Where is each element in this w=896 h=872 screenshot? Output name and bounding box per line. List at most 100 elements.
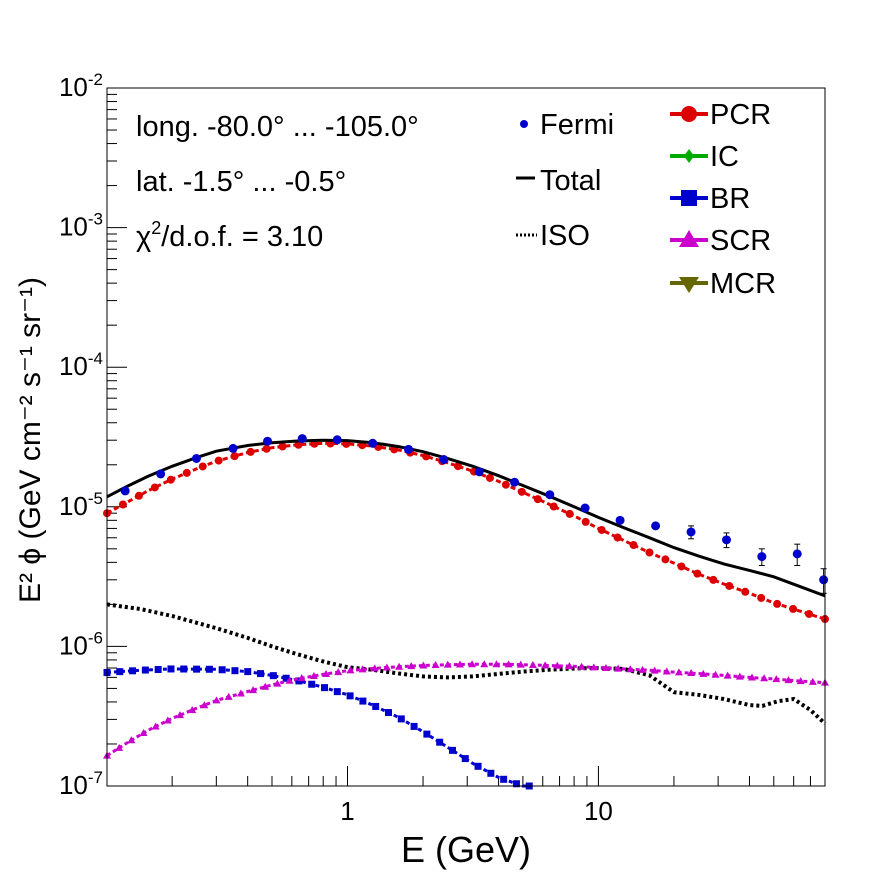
fermi-point (263, 436, 273, 446)
series-scr-marker (188, 706, 197, 714)
series-pcr-marker (454, 462, 463, 471)
series-pcr-marker (166, 475, 175, 484)
series-br-marker (244, 668, 252, 676)
series-scr-marker (504, 660, 513, 668)
series-scr-marker (687, 669, 696, 677)
series-pcr-marker (757, 593, 766, 602)
series-scr-marker (236, 689, 245, 697)
series-scr-marker (796, 677, 805, 685)
series-br-marker (448, 746, 456, 754)
series-br-marker (333, 688, 341, 696)
series-pcr-marker (677, 562, 686, 571)
series-scr-marker (626, 665, 635, 673)
fermi-point (819, 575, 829, 585)
fermi-point (615, 515, 625, 525)
series-pcr-marker (118, 500, 127, 509)
series-pcr-marker (629, 541, 638, 550)
series-br-marker (321, 684, 329, 692)
series-br-marker (308, 680, 316, 688)
plot-frame (106, 87, 826, 787)
series-br-marker (346, 692, 354, 700)
fermi-point (686, 527, 696, 537)
series-scr-marker (163, 716, 172, 724)
series-scr-marker (577, 662, 586, 670)
legend-mcr-label: MCR (710, 268, 776, 300)
series-layer (103, 434, 829, 790)
series-pcr-marker (134, 491, 143, 500)
series-br-marker (397, 715, 405, 723)
series-br-marker (359, 697, 367, 705)
y-tick-label: 10-6 (59, 628, 103, 660)
series-pcr-marker (773, 599, 782, 608)
chi2-annotation: χ2/d.o.f. = 3.10 (136, 218, 323, 253)
series-scr-marker (772, 675, 781, 683)
legend-scr-label: SCR (710, 225, 771, 257)
fermi-point (156, 469, 166, 479)
fermi-point (474, 467, 484, 477)
series-scr-marker (650, 666, 659, 674)
series-pcr-marker (549, 502, 558, 511)
series-br-marker (218, 666, 226, 674)
series-scr-marker (601, 663, 610, 671)
latitude-annotation: lat. -1.5° ... -0.5° (136, 166, 346, 198)
fermi-point (792, 549, 802, 559)
series-scr-marker (273, 679, 282, 687)
legend-fermi-marker (520, 120, 528, 128)
legend-left: Fermi Total ISO (516, 109, 614, 252)
series-total-line (106, 438, 826, 598)
series-scr-marker (115, 743, 124, 751)
series-scr-marker (322, 669, 331, 677)
series-scr-marker (760, 674, 769, 682)
series-pcr-marker (150, 483, 159, 492)
series-br-marker (474, 762, 482, 770)
series-scr-marker (395, 662, 404, 670)
series-scr-marker (285, 676, 294, 684)
longitude-annotation: long. -80.0° ... -105.0° (136, 111, 419, 143)
series-br-marker (257, 670, 265, 678)
series-br-marker (461, 755, 469, 763)
fermi-point (297, 434, 307, 444)
series-scr-marker (431, 661, 440, 669)
legend-right: PCR IC BR SCR MCR (670, 99, 776, 300)
series-pcr-marker (198, 462, 207, 471)
series-pcr-marker (709, 575, 718, 584)
fermi-point (580, 503, 590, 513)
legend-ic-marker (684, 149, 694, 163)
series-pcr-marker (597, 525, 606, 534)
series-scr-marker (334, 668, 343, 676)
series-br-marker (231, 667, 239, 675)
legend-br-marker (681, 190, 697, 206)
fermi-point (368, 438, 378, 448)
series-scr-marker (297, 674, 306, 682)
series-scr-marker (212, 696, 221, 704)
series-scr-marker (407, 662, 416, 670)
series-scr-marker (565, 662, 574, 670)
series-pcr-marker (741, 587, 750, 596)
series-scr-marker (735, 672, 744, 680)
series-scr-marker (553, 661, 562, 669)
y-tick-label: 10-5 (59, 489, 103, 521)
series-pcr-marker (262, 444, 271, 453)
y-axis-title: E² ϕ (GeV cm⁻² s⁻¹ sr⁻¹) (14, 277, 47, 603)
fermi-point (191, 453, 201, 463)
series-pcr-marker (246, 447, 255, 456)
series-br-marker (282, 674, 290, 682)
legend-pcr-label: PCR (710, 99, 771, 131)
series-pcr-marker (565, 509, 574, 518)
x-axis-title: E (GeV) (401, 829, 531, 870)
legend-mcr-marker (679, 277, 699, 293)
series-br-marker (154, 665, 162, 673)
series-pcr-marker (693, 569, 702, 578)
series-br-marker (500, 775, 508, 783)
series-scr-marker (747, 673, 756, 681)
fermi-point (510, 477, 520, 487)
series-pcr-marker (182, 468, 191, 477)
series-scr-marker (516, 660, 525, 668)
fermi-point (120, 486, 130, 496)
series-scr-marker (468, 660, 477, 668)
series-scr-marker (492, 660, 501, 668)
legend-ic-label: IC (710, 141, 739, 173)
series-scr-marker (309, 672, 318, 680)
